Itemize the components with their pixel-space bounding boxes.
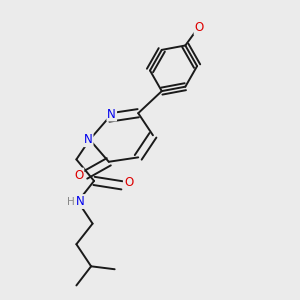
Text: O: O (124, 176, 133, 189)
Text: H: H (67, 196, 74, 206)
Text: N: N (84, 133, 92, 146)
Text: N: N (107, 108, 116, 121)
Text: O: O (74, 169, 83, 182)
Text: O: O (194, 21, 204, 34)
Text: N: N (76, 195, 85, 208)
